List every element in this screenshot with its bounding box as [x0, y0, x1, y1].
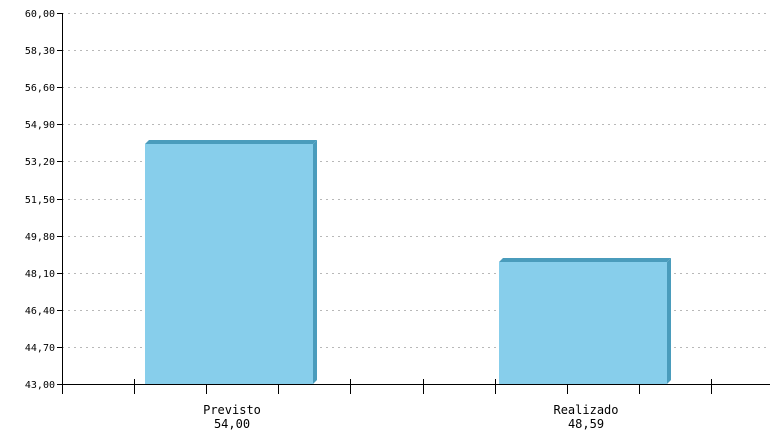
bar-side: [313, 140, 317, 384]
category-label: Previsto: [203, 403, 261, 417]
value-label: 48,59: [568, 417, 604, 431]
bar-top: [145, 140, 317, 144]
y-tick-label: 53,20: [25, 157, 55, 168]
y-tick-label: 48,10: [25, 269, 55, 280]
y-tick-label: 49,80: [25, 232, 55, 243]
bar-top: [499, 258, 671, 262]
y-tick-label: 51,50: [25, 195, 55, 206]
bar-side: [667, 258, 671, 384]
bar-previsto: [145, 140, 317, 384]
y-tick-label: 43,00: [25, 380, 55, 391]
bar-front: [499, 262, 667, 384]
value-label: 54,00: [214, 417, 250, 431]
y-tick-label: 44,70: [25, 343, 55, 354]
y-tick-labels: 43,00 44,70 46,40 48,10 49,80 51,50 53,20 54,90…: [25, 9, 55, 391]
y-tick-label: 58,30: [25, 46, 55, 57]
category-label: Realizado: [553, 403, 618, 417]
y-tick-label: 56,60: [25, 83, 55, 94]
bars: [145, 140, 671, 384]
y-tick-label: 60,00: [25, 9, 55, 20]
y-tick-label: 54,90: [25, 120, 55, 131]
bar-realizado: [499, 258, 671, 384]
bar-front: [145, 144, 313, 384]
y-tick-label: 46,40: [25, 306, 55, 317]
